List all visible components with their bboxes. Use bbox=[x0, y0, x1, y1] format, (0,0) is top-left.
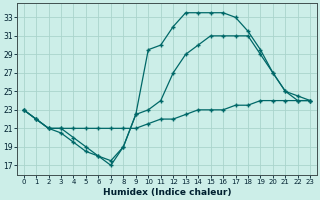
X-axis label: Humidex (Indice chaleur): Humidex (Indice chaleur) bbox=[103, 188, 231, 197]
